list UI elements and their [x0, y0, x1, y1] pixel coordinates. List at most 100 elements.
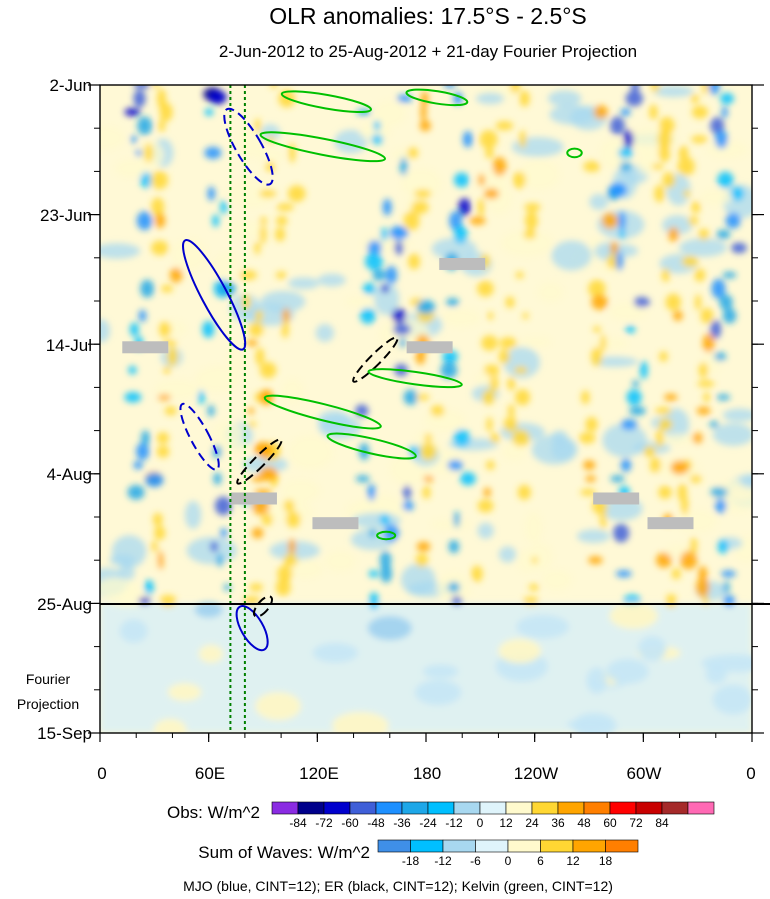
- obs-colorbar-box: [687, 801, 715, 815]
- contour-mjo: [235, 605, 269, 652]
- anomaly-patch: [591, 346, 603, 367]
- anomaly-patch: [589, 193, 609, 210]
- anomaly-patch: [133, 85, 151, 89]
- anomaly-patch: [207, 186, 216, 201]
- obs-colorbar-level: -84: [289, 816, 307, 830]
- anomaly-patch: [247, 407, 255, 415]
- anomaly-patch: [407, 147, 419, 159]
- projection-label: Projection: [17, 696, 79, 712]
- anomaly-patch: [204, 146, 222, 159]
- anomaly-patch: [681, 496, 689, 516]
- anomaly-patch: [698, 189, 733, 206]
- anomaly-patch: [720, 93, 734, 105]
- anomaly-patch: [287, 185, 306, 202]
- waves-colorbar-level: -18: [402, 854, 420, 868]
- anomaly-patch: [228, 219, 267, 240]
- anomaly-patch: [651, 163, 664, 170]
- anomaly-patch: [198, 390, 205, 405]
- anomaly-patch: [379, 513, 390, 526]
- anomaly-patch: [259, 389, 274, 406]
- obs-colorbar-box: [271, 801, 299, 815]
- obs-colorbar-box: [479, 801, 507, 815]
- anomaly-patch: [399, 157, 408, 176]
- anomaly-patch: [481, 335, 498, 351]
- anomaly-patch: [477, 280, 494, 297]
- contour-kelvin: [566, 147, 583, 159]
- waves-colorbar-box: [442, 839, 476, 853]
- anomaly-patch: [422, 485, 431, 500]
- x-tick-label: 60E: [195, 764, 225, 783]
- y-tick-label: 2-Jun: [49, 76, 92, 95]
- anomaly-patch: [275, 227, 286, 242]
- plot-area: [100, 85, 752, 733]
- anomaly-patch: [578, 432, 596, 444]
- obs-colorbar-level: -12: [445, 816, 463, 830]
- anomaly-patch: [277, 565, 293, 583]
- obs-colorbar-box: [661, 801, 689, 815]
- anomaly-patch: [721, 106, 728, 119]
- anomaly-patch: [448, 540, 460, 554]
- anomaly-patch: [664, 393, 678, 401]
- anomaly-patch: [610, 475, 625, 483]
- anomaly-patch: [668, 227, 679, 242]
- anomaly-patch: [371, 134, 384, 145]
- anomaly-patch: [259, 189, 277, 198]
- anomaly-patch: [720, 570, 736, 578]
- anomaly-patch: [373, 120, 381, 131]
- anomaly-patch: [694, 294, 702, 311]
- anomaly-patch: [443, 85, 456, 89]
- anomaly-patch: [136, 442, 150, 461]
- anomaly-patch: [600, 334, 607, 352]
- anomaly-patch: [416, 541, 431, 552]
- anomaly-patch: [403, 389, 418, 405]
- waves-colorbar-box: [410, 839, 444, 853]
- anomaly-patch: [710, 320, 722, 339]
- anomaly-patch: [487, 311, 494, 320]
- anomaly-patch: [408, 253, 421, 270]
- anomaly-patch: [671, 568, 681, 580]
- anomaly-patch: [683, 189, 691, 198]
- anomaly-patch: [128, 365, 137, 375]
- anomaly-patch: [619, 161, 632, 172]
- wave-contours: [179, 88, 583, 652]
- anomaly-patch: [489, 432, 500, 444]
- anomaly-patch: [403, 211, 420, 231]
- anomaly-patch: [615, 570, 632, 578]
- contour-kelvin: [280, 90, 372, 113]
- anomaly-patch: [288, 277, 320, 290]
- anomaly-patch: [381, 284, 389, 293]
- missing-data-marker: [439, 257, 486, 270]
- anomaly-patch: [453, 172, 470, 188]
- anomaly-patch: [625, 90, 643, 107]
- anomaly-patch: [397, 94, 413, 103]
- anomaly-patch: [658, 485, 672, 499]
- anomaly-patch: [710, 487, 728, 498]
- anomaly-patch: [619, 229, 626, 240]
- missing-data-marker: [593, 492, 640, 505]
- anomaly-patch: [184, 500, 202, 530]
- anomaly-patch: [696, 406, 711, 415]
- anomaly-patch: [695, 577, 710, 598]
- anomaly-patch: [213, 472, 222, 485]
- waves-colorbar-level: 12: [566, 854, 580, 868]
- anomaly-patch: [380, 564, 393, 583]
- anomaly-patch: [159, 594, 177, 607]
- anomaly-patch: [408, 445, 420, 458]
- anomaly-patch: [449, 211, 463, 231]
- anomaly-patch: [288, 538, 296, 555]
- anomaly-patch: [581, 390, 590, 405]
- anomaly-patch: [259, 361, 277, 379]
- anomaly-patch: [458, 198, 471, 217]
- contour-group-er: [236, 336, 399, 618]
- anomaly-patch: [484, 364, 500, 376]
- anomaly-patch: [620, 458, 632, 472]
- anomaly-patch: [661, 268, 670, 282]
- waves-colorbar-label: Sum of Waves: W/m^2: [198, 843, 370, 862]
- anomaly-patch: [152, 512, 163, 527]
- projection-patch: [167, 683, 202, 701]
- anomaly-patch: [394, 241, 404, 255]
- anomaly-patch: [419, 442, 437, 461]
- anomaly-patch: [637, 148, 657, 175]
- anomaly-patch: [283, 499, 295, 513]
- x-tick-label: 120E: [299, 764, 339, 783]
